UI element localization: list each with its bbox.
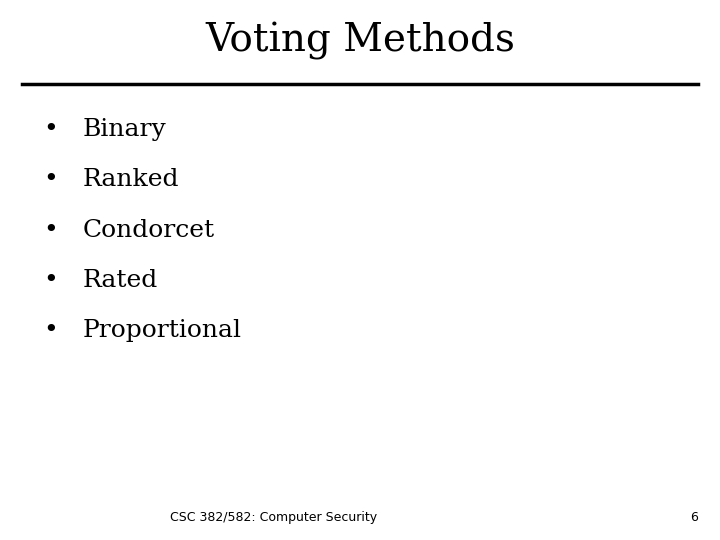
- Text: Proportional: Proportional: [83, 319, 242, 342]
- Text: Ranked: Ranked: [83, 168, 179, 191]
- Text: Voting Methods: Voting Methods: [205, 22, 515, 59]
- Text: •: •: [43, 269, 58, 292]
- Text: Rated: Rated: [83, 269, 158, 292]
- Text: Condorcet: Condorcet: [83, 219, 215, 241]
- Text: •: •: [43, 219, 58, 241]
- Text: •: •: [43, 118, 58, 141]
- Text: •: •: [43, 168, 58, 191]
- Text: •: •: [43, 319, 58, 342]
- Text: Binary: Binary: [83, 118, 166, 141]
- Text: 6: 6: [690, 511, 698, 524]
- Text: CSC 382/582: Computer Security: CSC 382/582: Computer Security: [170, 511, 377, 524]
